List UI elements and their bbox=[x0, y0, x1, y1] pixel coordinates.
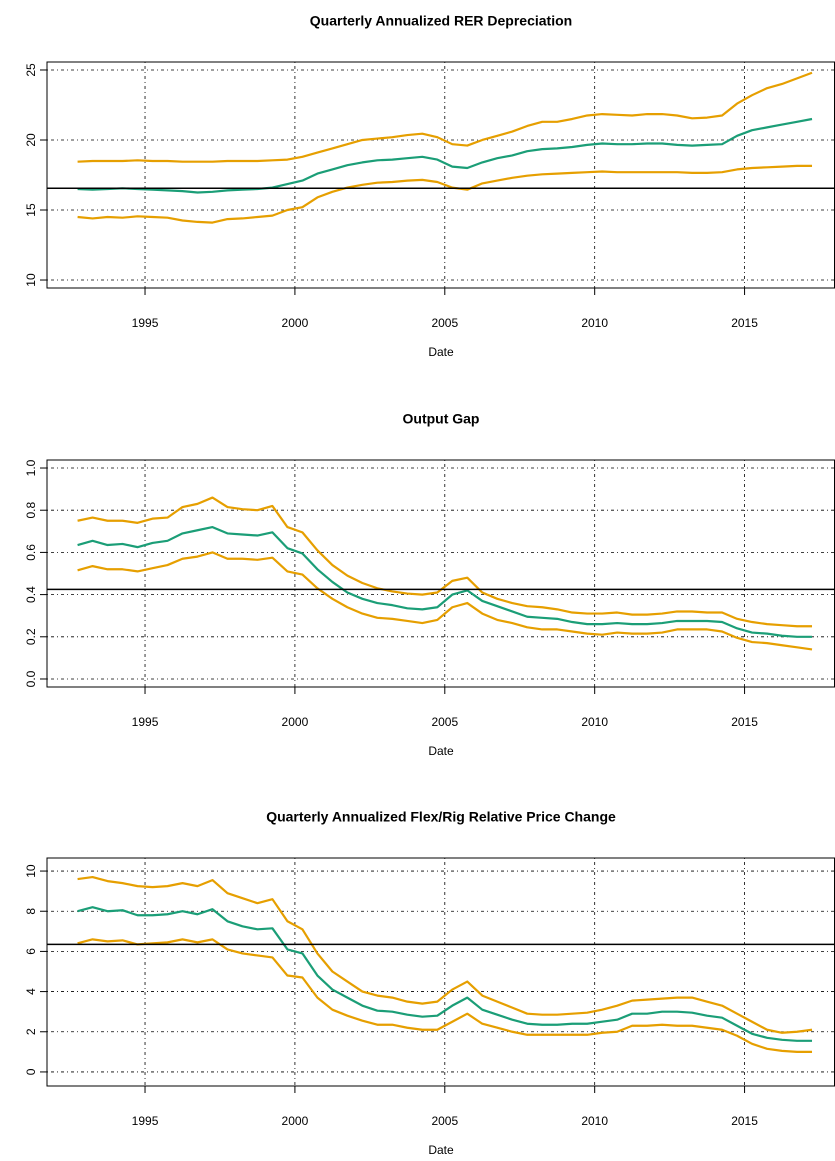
x-tick-label: 2005 bbox=[431, 715, 458, 729]
x-tick-label: 2000 bbox=[282, 316, 309, 330]
y-tick-label: 0.8 bbox=[24, 502, 38, 519]
x-tick-label: 2005 bbox=[431, 1114, 458, 1128]
series-line bbox=[77, 117, 813, 194]
x-tick-label: 2015 bbox=[731, 1114, 758, 1128]
x-tick-label: 2005 bbox=[431, 316, 458, 330]
plot-box bbox=[46, 459, 835, 688]
y-tick-label: 15 bbox=[24, 203, 38, 217]
x-tick-label: 2010 bbox=[581, 1114, 608, 1128]
y-tick-label: 4 bbox=[24, 988, 38, 995]
series-line bbox=[77, 938, 813, 1053]
series-line bbox=[77, 551, 813, 651]
x-tick-label: 1995 bbox=[132, 316, 159, 330]
series-line bbox=[77, 875, 813, 1034]
y-tick-label: 0.6 bbox=[24, 544, 38, 561]
series-line bbox=[77, 525, 813, 638]
y-tick-label: 0 bbox=[24, 1068, 38, 1075]
x-axis-label: Date bbox=[428, 345, 454, 359]
x-tick-label: 1995 bbox=[132, 1114, 159, 1128]
plot-box bbox=[46, 61, 835, 289]
series-line bbox=[77, 164, 813, 224]
chart-title: Quarterly Annualized Flex/Rig Relative P… bbox=[266, 809, 616, 825]
y-tick-label: 0.0 bbox=[24, 670, 38, 687]
y-tick-label: 10 bbox=[24, 273, 38, 287]
x-tick-label: 2010 bbox=[581, 316, 608, 330]
y-tick-label: 1.0 bbox=[24, 459, 38, 476]
series-line bbox=[77, 496, 813, 628]
x-tick-label: 2015 bbox=[731, 316, 758, 330]
x-tick-label: 2000 bbox=[282, 715, 309, 729]
y-tick-label: 2 bbox=[24, 1028, 38, 1035]
series-line bbox=[77, 906, 813, 1042]
y-tick-label: 10 bbox=[24, 864, 38, 878]
chart-title: Output Gap bbox=[403, 411, 480, 427]
y-tick-label: 6 bbox=[24, 948, 38, 955]
chart-title: Quarterly Annualized RER Depreciation bbox=[310, 13, 572, 29]
x-tick-label: 1995 bbox=[132, 715, 159, 729]
plot-box bbox=[46, 857, 835, 1087]
y-tick-label: 20 bbox=[24, 133, 38, 147]
series-line bbox=[77, 71, 813, 163]
x-tick-label: 2010 bbox=[581, 715, 608, 729]
x-tick-label: 2015 bbox=[731, 715, 758, 729]
y-tick-label: 0.2 bbox=[24, 628, 38, 645]
x-tick-label: 2000 bbox=[282, 1114, 309, 1128]
y-tick-label: 25 bbox=[24, 63, 38, 77]
x-axis-label: Date bbox=[428, 1143, 454, 1157]
y-tick-label: 0.4 bbox=[24, 586, 38, 603]
x-axis-label: Date bbox=[428, 744, 454, 758]
y-tick-label: 8 bbox=[24, 908, 38, 915]
